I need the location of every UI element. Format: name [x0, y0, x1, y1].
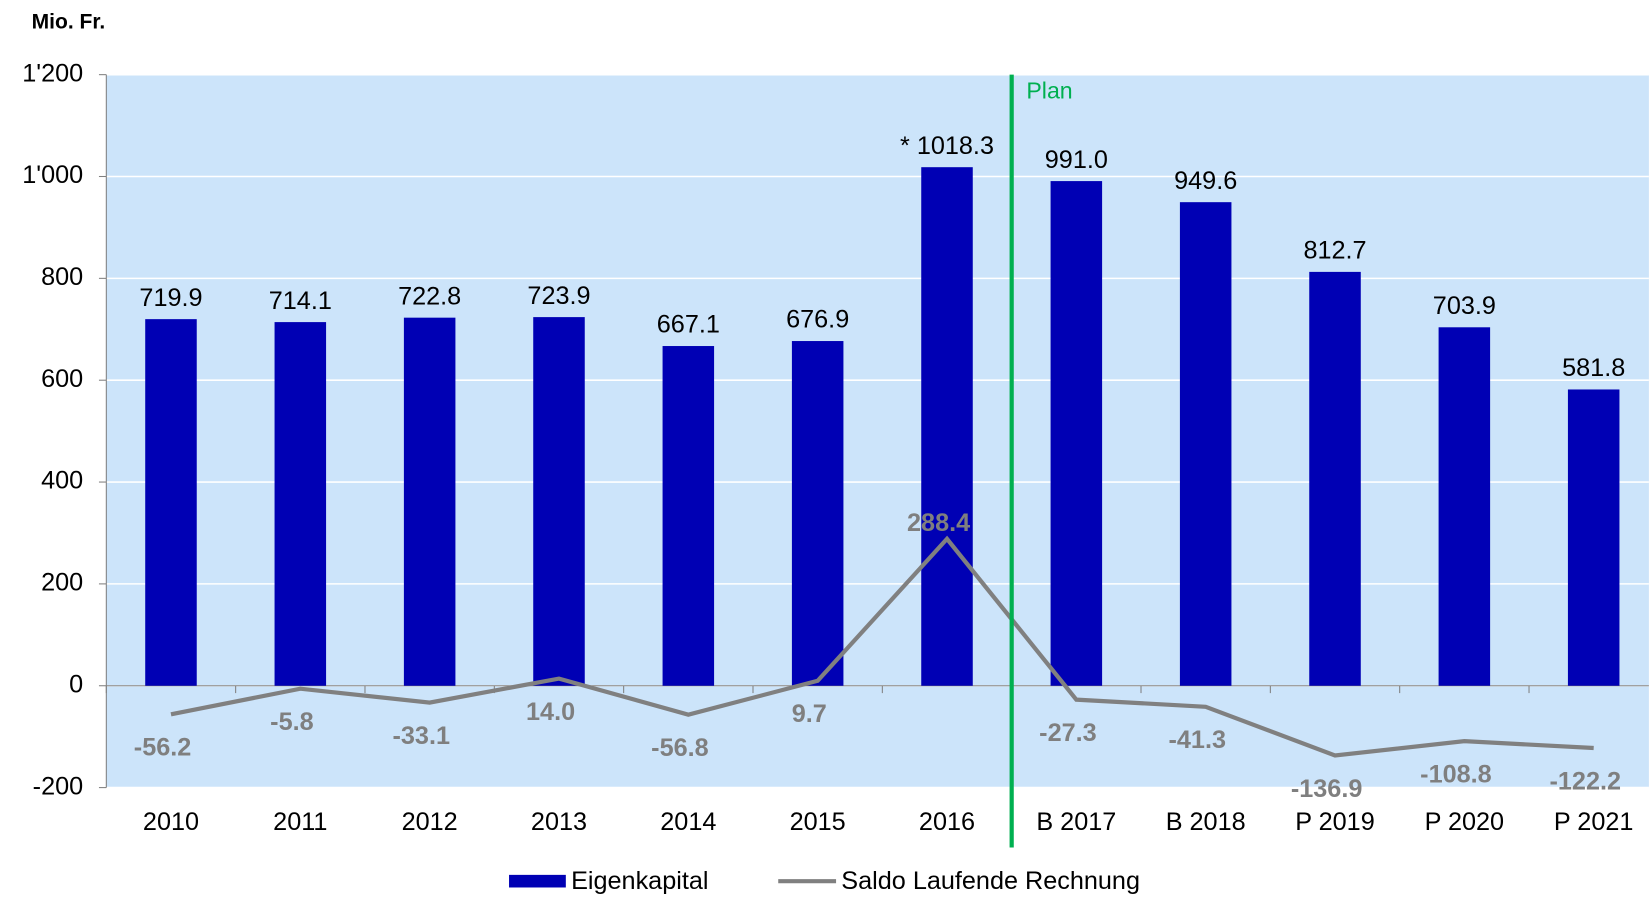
bar — [791, 341, 844, 686]
bar-value-label: 723.9 — [527, 282, 590, 310]
plan-annotation: Plan — [1026, 78, 1072, 104]
line-value-label: 288.4 — [907, 509, 970, 537]
y-tick-label: -200 — [33, 772, 83, 800]
bar-value-label: 949.6 — [1174, 167, 1237, 195]
x-tick-label: 2011 — [273, 808, 327, 836]
bar — [921, 167, 973, 686]
bar-value-label: * 1018.3 — [900, 132, 994, 160]
x-tick-label: B 2018 — [1166, 808, 1246, 836]
x-tick-label: 2016 — [919, 808, 975, 836]
bar — [145, 319, 197, 686]
line-value-label: -41.3 — [1169, 726, 1226, 754]
x-tick-label: 2013 — [531, 808, 587, 836]
x-tick-label: 2012 — [402, 808, 458, 836]
y-tick-label: 1'000 — [22, 161, 83, 189]
plot-area — [106, 74, 1649, 788]
line-value-label: 14.0 — [526, 698, 575, 726]
bar — [1309, 271, 1361, 686]
bar — [403, 317, 456, 686]
x-tick-label: B 2017 — [1036, 808, 1116, 836]
y-tick-label: 0 — [69, 670, 83, 698]
line-value-label: 9.7 — [792, 700, 827, 728]
bar — [533, 317, 585, 686]
legend-label: Eigenkapital — [571, 867, 708, 895]
x-tick-label: P 2019 — [1295, 808, 1374, 836]
line-value-label: -108.8 — [1420, 761, 1492, 789]
bar-value-label: 719.9 — [139, 284, 202, 312]
bar-value-label: 722.8 — [398, 282, 461, 310]
line-value-label: -27.3 — [1039, 719, 1096, 747]
line-value-label: -56.2 — [134, 734, 191, 762]
bar — [1438, 327, 1491, 686]
line-value-label: -56.8 — [651, 734, 708, 762]
legend-swatch — [509, 874, 566, 888]
x-tick-label: 2010 — [143, 808, 199, 836]
line-value-label: -5.8 — [270, 708, 313, 736]
bar — [1050, 181, 1103, 686]
y-tick-label: 800 — [41, 263, 83, 291]
y-tick-label: 1'200 — [22, 59, 83, 87]
bar — [1179, 202, 1232, 686]
line — [170, 535, 1594, 758]
y-tick-label: 200 — [41, 569, 83, 597]
x-tick-label: 2015 — [790, 808, 846, 836]
bar-value-label: 676.9 — [786, 306, 849, 334]
x-tick-label: P 2021 — [1554, 808, 1633, 836]
bar-value-label: 812.7 — [1303, 237, 1366, 265]
bar — [1567, 389, 1620, 686]
y-tick-label: 600 — [41, 365, 83, 393]
line-value-label: -136.9 — [1291, 775, 1363, 803]
line-value-label: -122.2 — [1550, 767, 1622, 795]
bar-value-label: 703.9 — [1433, 292, 1496, 320]
bar — [274, 322, 327, 686]
bar-value-label: 991.0 — [1045, 146, 1108, 174]
x-tick-label: P 2020 — [1425, 808, 1504, 836]
line-value-label: -33.1 — [392, 722, 449, 750]
legend-label: Saldo Laufende Rechnung — [841, 867, 1140, 895]
bar-value-label: 581.8 — [1562, 354, 1625, 382]
bar — [662, 346, 715, 686]
x-tick-label: 2014 — [660, 808, 716, 836]
unit-label: Mio. Fr. — [32, 11, 106, 34]
bar-value-label: 714.1 — [269, 287, 332, 315]
bar-value-label: 667.1 — [657, 311, 720, 339]
y-tick-label: 400 — [41, 467, 83, 495]
